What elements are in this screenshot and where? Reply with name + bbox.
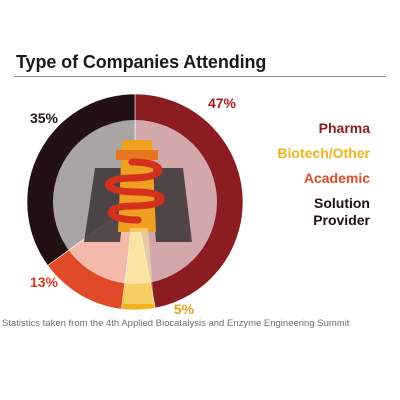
reactor-graphic — [84, 140, 192, 304]
legend-solution-provider: Solution Provider — [313, 195, 370, 228]
slice-label-biotech-other: 5% — [174, 301, 195, 317]
legend: Pharma Biotech/Other Academic Solution P… — [260, 120, 370, 237]
legend-academic: Academic — [303, 170, 370, 186]
cooling-tower-left — [84, 168, 128, 242]
light-beam — [124, 228, 154, 304]
slice-label-pharma: 47% — [208, 95, 237, 111]
slice-label-solution-provider: 35% — [30, 110, 59, 126]
reactor-coil — [105, 158, 165, 224]
source-caption: Statistics taken from the 4th Applied Bi… — [2, 318, 350, 329]
slice-labels: 47% 5% 13% 35% — [30, 95, 237, 317]
chart-title: Type of Companies Attending — [16, 52, 267, 72]
legend-biotech-other: Biotech/Other — [277, 145, 370, 161]
slice-label-academic: 13% — [30, 274, 59, 290]
legend-pharma: Pharma — [318, 120, 370, 136]
reactor-band — [116, 150, 158, 160]
cooling-tower-right — [150, 168, 192, 242]
title-divider — [14, 76, 386, 77]
